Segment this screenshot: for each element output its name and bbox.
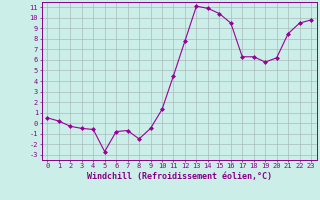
- X-axis label: Windchill (Refroidissement éolien,°C): Windchill (Refroidissement éolien,°C): [87, 172, 272, 181]
